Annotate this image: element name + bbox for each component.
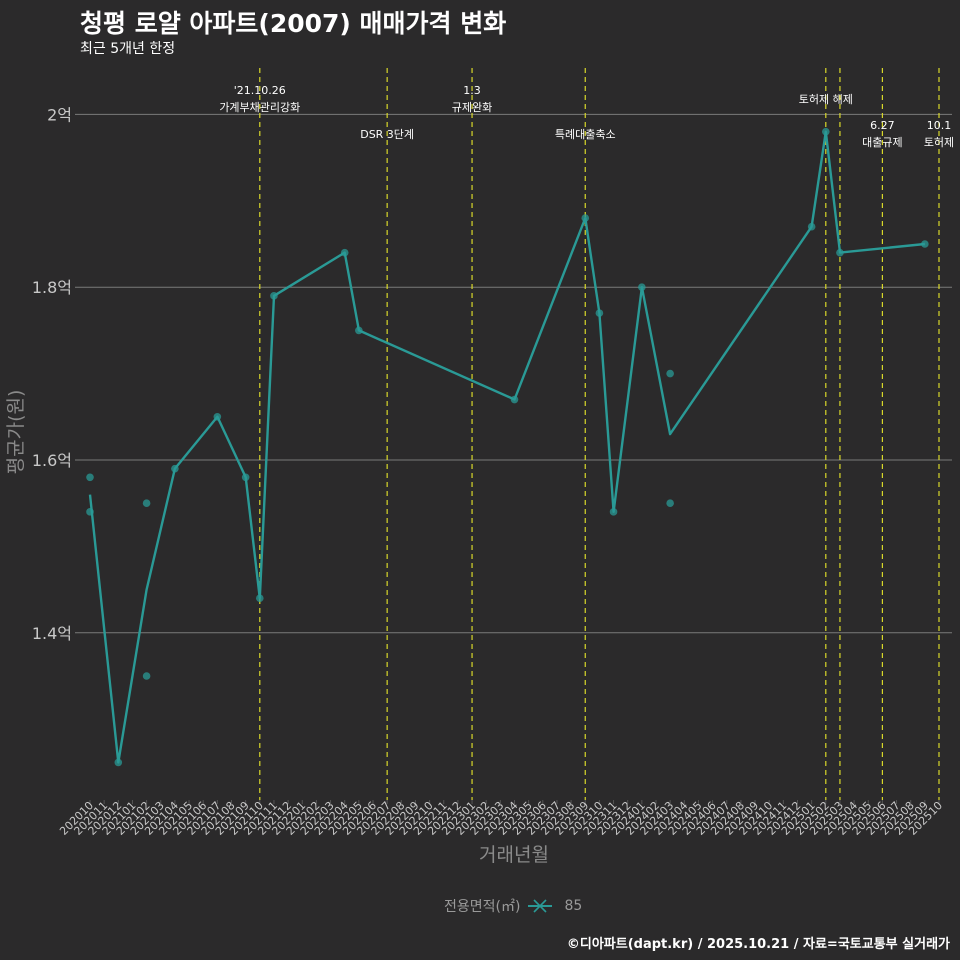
y-tick-label: 1.4억: [32, 624, 72, 643]
data-point: [142, 672, 151, 680]
data-point: [241, 473, 250, 482]
data-point: [114, 758, 123, 767]
series-line-85: [88, 130, 926, 764]
data-point: [807, 222, 816, 231]
event-label: 6.27: [870, 119, 895, 132]
event-label: 토허제: [924, 136, 954, 149]
data-point: [836, 248, 844, 257]
data-point: [86, 508, 94, 516]
data-point: [822, 127, 830, 136]
event-label: 토허제 해제: [799, 92, 853, 106]
legend-entry-85: 85: [564, 898, 583, 914]
series-85: [86, 127, 929, 767]
x-axis-title: 거래년월: [479, 844, 549, 866]
data-point: [355, 326, 363, 335]
grid-lines: [75, 113, 952, 634]
data-point: [609, 508, 618, 516]
data-point: [666, 499, 674, 508]
event-label: DSR 3단계: [360, 128, 414, 141]
data-point: [510, 395, 519, 404]
event-label: '21.10.26: [234, 84, 286, 97]
data-point: [638, 283, 646, 292]
y-tick-label: 2억: [47, 105, 72, 124]
data-point: [581, 214, 590, 222]
event-label: 규제완화: [452, 101, 492, 114]
legend: 전용면적(㎡) 85: [444, 896, 582, 916]
page-title: 청평 로얄 아파트(2007) 매매가격 변화: [80, 9, 507, 38]
legend-key-icon: [528, 899, 553, 913]
y-axis-title: 평균가(원): [5, 390, 27, 475]
data-point: [270, 292, 278, 300]
source-caption: ©디아파트(dapt.kr) / 2025.10.21 / 자료=국토교통부 실…: [566, 937, 950, 952]
y-tick-label: 1.6억: [32, 451, 72, 470]
legend-title: 전용면적(㎡): [444, 899, 521, 915]
event-label: 대출규제: [862, 136, 902, 149]
y-tick-label: 1.8억: [32, 278, 72, 297]
page-subtitle: 최근 5개년 한정: [80, 41, 176, 57]
data-point: [213, 413, 222, 421]
data-point: [86, 473, 94, 482]
data-point: [340, 248, 349, 257]
data-point: [142, 499, 151, 508]
event-label: 1.3: [463, 84, 481, 97]
data-point: [171, 464, 179, 473]
data-point: [255, 594, 264, 603]
data-point: [921, 240, 929, 248]
event-label: 가계부채관리강화: [219, 101, 300, 114]
data-point: [595, 309, 604, 317]
data-point: [666, 369, 674, 378]
axes: 1.4억1.6억1.8억2억20201020201120201220210120…: [5, 105, 945, 866]
event-label: 10.1: [927, 119, 952, 132]
event-label: 특례대출축소: [555, 128, 616, 141]
